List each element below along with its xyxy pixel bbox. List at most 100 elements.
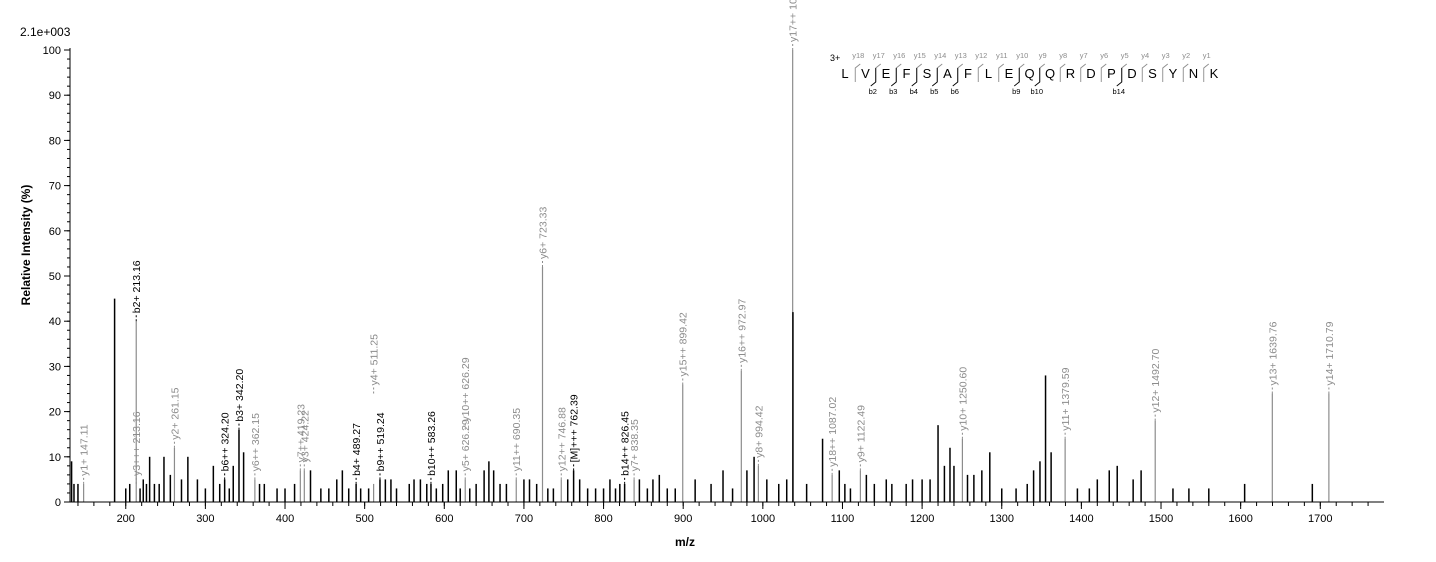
x-axis-title: m/z bbox=[675, 535, 695, 549]
y-ion-bracket bbox=[1141, 63, 1148, 82]
peak-annotation-label: y9+ 1122.49 bbox=[855, 405, 867, 462]
b-ion-label: b6 bbox=[951, 87, 959, 96]
y-tick-label: 70 bbox=[49, 181, 61, 193]
y-ion-label: y3 bbox=[1162, 51, 1170, 60]
sequence-residue: D bbox=[1127, 66, 1136, 81]
peak-annotation-label: b2+ 213.16 bbox=[131, 260, 143, 313]
y-tick-label: 50 bbox=[49, 271, 61, 283]
y-ion-label: y16 bbox=[893, 51, 905, 60]
sequence-residue: L bbox=[985, 66, 992, 81]
y-ion-bracket bbox=[998, 63, 1005, 82]
b-ion-bracket bbox=[1013, 68, 1020, 87]
peak-annotation-label: y3+ 424.22 bbox=[299, 410, 311, 462]
b-ion-label: b5 bbox=[930, 87, 938, 96]
y-ion-bracket bbox=[854, 63, 861, 82]
y-ion-bracket bbox=[875, 63, 882, 82]
peak-annotation-label: y6++ 362.15 bbox=[250, 413, 262, 472]
peak-annotation-label: y10++ 626.29 bbox=[460, 357, 472, 421]
b-ion-bracket bbox=[890, 68, 897, 87]
peak-annotation-label: y7++ 419.23 bbox=[295, 404, 307, 463]
y-ion-label: y14 bbox=[934, 51, 946, 60]
peak-annotation-label: y12+ 1492.70 bbox=[1150, 349, 1162, 413]
y-tick-label: 90 bbox=[49, 90, 61, 102]
b-ion-label: b2 bbox=[869, 87, 877, 96]
peak-series bbox=[70, 50, 1330, 502]
x-tick-label: 1100 bbox=[831, 513, 855, 525]
sequence-residue: E bbox=[882, 66, 891, 81]
b-ion-bracket bbox=[952, 68, 959, 87]
x-tick-label: 500 bbox=[355, 513, 373, 525]
x-tick-label: 1400 bbox=[1069, 513, 1093, 525]
y-ion-label: y4 bbox=[1141, 51, 1149, 60]
b-ion-label: b3 bbox=[889, 87, 897, 96]
peak-annotation-label: y15++ 899.42 bbox=[678, 312, 690, 376]
y-ion-label: y10 bbox=[1016, 51, 1028, 60]
x-tick-label: 400 bbox=[276, 513, 294, 525]
y-ion-bracket bbox=[1080, 63, 1087, 82]
sequence-residue: Y bbox=[1169, 66, 1178, 81]
peak-annotation-label: y2+ 261.15 bbox=[169, 387, 181, 439]
x-tick-label: 1200 bbox=[910, 513, 934, 525]
sequence-residue: D bbox=[1086, 66, 1095, 81]
y-ion-bracket bbox=[1121, 63, 1128, 82]
b-ion-label: b14 bbox=[1112, 87, 1125, 96]
y-ion-label: y9 bbox=[1039, 51, 1047, 60]
y-tick-label: 100 bbox=[43, 45, 61, 57]
peak-annotation-label: [M]+++ 762.39 bbox=[569, 394, 581, 462]
sequence-residue: Q bbox=[1024, 66, 1034, 81]
sequence-residue: P bbox=[1107, 66, 1116, 81]
peak-annotation-label: y3+++ 213.16 bbox=[131, 411, 143, 476]
peak-annotation-label: b6++ 324.20 bbox=[220, 412, 232, 471]
b-ion-label: b4 bbox=[910, 87, 918, 96]
y-ion-bracket bbox=[916, 63, 923, 82]
x-tick-label: 1300 bbox=[990, 513, 1014, 525]
y-ion-bracket bbox=[1059, 63, 1066, 82]
y-ion-bracket bbox=[936, 63, 943, 82]
y-ion-label: y17 bbox=[873, 51, 885, 60]
y-ion-label: y15 bbox=[914, 51, 926, 60]
sequence-residue: K bbox=[1210, 66, 1219, 81]
x-tick-label: 1600 bbox=[1228, 513, 1252, 525]
y-ion-label: y7 bbox=[1080, 51, 1088, 60]
peak-annotation-label: b3+ 342.20 bbox=[234, 369, 246, 422]
y-tick-label: 0 bbox=[55, 497, 61, 509]
peak-annotation-label: y17++ 1037.47 bbox=[788, 0, 800, 42]
y-axis-title: Relative Intensity (%) bbox=[19, 185, 33, 306]
y-ion-bracket bbox=[957, 63, 964, 82]
peak-annotation-label: y1+ 147.11 bbox=[79, 424, 91, 476]
peak-annotation-label: b10++ 583.26 bbox=[426, 411, 438, 476]
b-ion-bracket bbox=[911, 68, 918, 87]
peak-annotation-label: b4+ 489.27 bbox=[351, 423, 363, 476]
sequence-residue: L bbox=[841, 66, 848, 81]
sequence-residue: E bbox=[1005, 66, 1014, 81]
y-ion-bracket bbox=[1100, 63, 1107, 82]
sequence-residue: S bbox=[923, 66, 932, 81]
x-tick-label: 200 bbox=[117, 513, 135, 525]
peak-annotation-label: y6+ 723.33 bbox=[538, 207, 550, 259]
b-ion-bracket bbox=[931, 68, 938, 87]
scale-label: 2.1e+003 bbox=[20, 25, 71, 39]
y-ion-label: y1 bbox=[1203, 51, 1211, 60]
y-ion-label: y13 bbox=[955, 51, 967, 60]
y-ion-bracket bbox=[1162, 63, 1169, 82]
y-tick-label: 30 bbox=[49, 361, 61, 373]
x-tick-label: 1700 bbox=[1308, 513, 1332, 525]
peak-annotation-label: y11++ 690.35 bbox=[511, 408, 523, 472]
sequence-residue: R bbox=[1066, 66, 1075, 81]
y-ion-label: y11 bbox=[996, 51, 1008, 60]
x-tick-label: 600 bbox=[435, 513, 453, 525]
peak-annotation-label: b9++ 519.24 bbox=[375, 412, 387, 471]
peak-annotation-label: y10+ 1250.60 bbox=[957, 367, 969, 431]
x-tick-label: 1000 bbox=[751, 513, 775, 525]
y-ion-label: y6 bbox=[1100, 51, 1108, 60]
y-ion-label: y2 bbox=[1182, 51, 1190, 60]
y-tick-label: 10 bbox=[49, 452, 61, 464]
peak-annotation-label: b14++ 826.45 bbox=[620, 411, 632, 476]
y-tick-label: 80 bbox=[49, 135, 61, 147]
x-tick-label: 700 bbox=[515, 513, 533, 525]
peak-annotation-label: y5+ 626.29 bbox=[460, 419, 472, 471]
x-tick-label: 800 bbox=[594, 513, 612, 525]
b-ion-label: b10 bbox=[1030, 87, 1043, 96]
